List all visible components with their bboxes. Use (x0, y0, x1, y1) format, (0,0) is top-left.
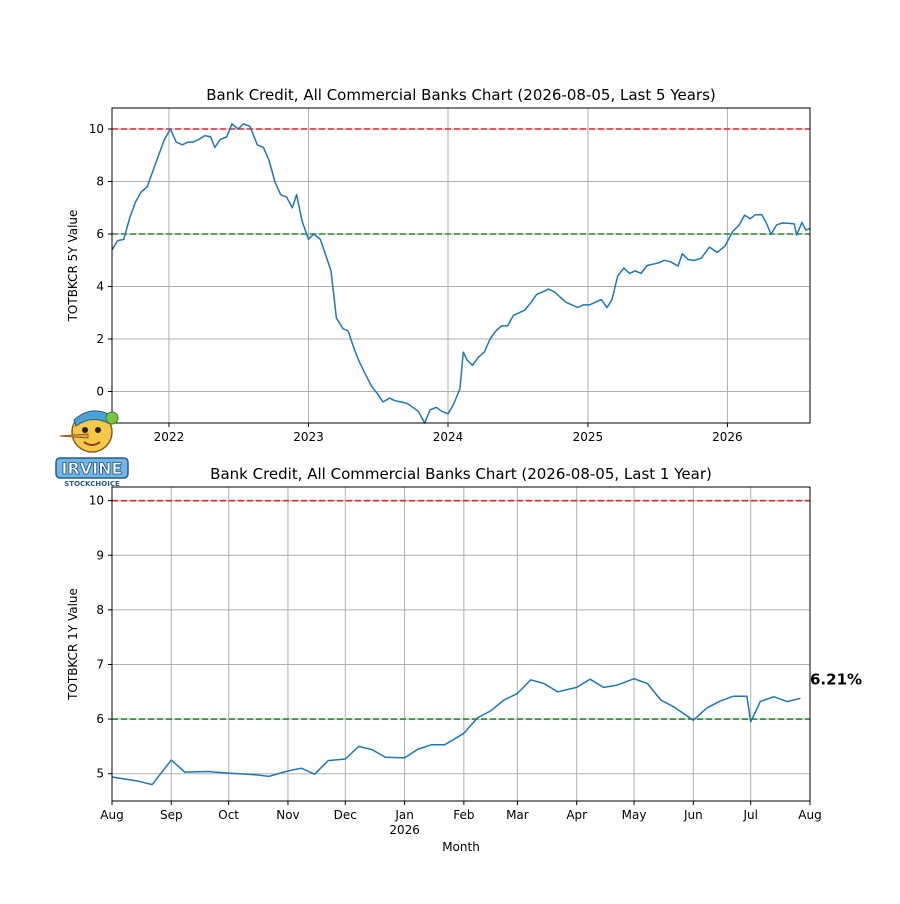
x-tick-label: Mar (506, 808, 529, 822)
y-tick-label: 10 (89, 494, 104, 508)
x-tick-label: Sep (160, 808, 183, 822)
y-tick-label: 7 (96, 657, 104, 671)
x-tick-sublabel: 2026 (389, 823, 420, 837)
y-axis-label: TOTBKCR 5Y Value (66, 210, 80, 323)
x-tick-label: Apr (566, 808, 587, 822)
y-tick-label: 5 (96, 767, 104, 781)
x-axis-label: Month (442, 840, 480, 854)
x-tick-label: Aug (798, 808, 821, 822)
x-tick-label: 2023 (293, 430, 324, 444)
logo-text: IRVINE (62, 459, 123, 478)
x-tick-label: Oct (218, 808, 239, 822)
chart-5y: 0 2 4 6 8 10 2022 2023 2024 2025 2026 Bank Credit, … (66, 86, 811, 444)
y-tick-label: 0 (96, 385, 104, 399)
irvine-stockchoice-logo: IRVINE STOCKCHOICE (55, 410, 129, 488)
x-tick-label: 2024 (433, 430, 464, 444)
x-tick-label: May (622, 808, 647, 822)
x-tick-label: Dec (334, 808, 357, 822)
y-tick-label: 6 (96, 227, 104, 241)
x-tick-label: Aug (100, 808, 123, 822)
series-line (111, 123, 811, 424)
x-tick-label: Feb (453, 808, 474, 822)
y-tick-label: 8 (96, 603, 104, 617)
last-value-annotation: 6.21% (810, 670, 862, 688)
chart-title: Bank Credit, All Commercial Banks Chart … (210, 465, 712, 483)
chart-title: Bank Credit, All Commercial Banks Chart … (206, 86, 716, 104)
y-axis-label: TOTBKCR 1Y Value (66, 588, 80, 701)
x-tick-label: 2026 (712, 430, 743, 444)
x-tick-label: Jul (742, 808, 757, 822)
plot-frame (111, 486, 811, 802)
y-tick-label: 9 (96, 548, 104, 562)
x-tick-label: Jun (683, 808, 703, 822)
x-tick-label: Nov (276, 808, 299, 822)
x-tick-label: 2025 (573, 430, 604, 444)
plot-frame (111, 107, 811, 424)
y-tick-label: 4 (96, 280, 104, 294)
y-tick-label: 8 (96, 175, 104, 189)
x-tick-label: 2022 (154, 430, 185, 444)
y-tick-label: 10 (89, 122, 104, 136)
series-line (111, 677, 801, 786)
y-tick-label: 6 (96, 712, 104, 726)
logo-subtext: STOCKCHOICE (64, 480, 120, 488)
y-tick-label: 2 (96, 332, 104, 346)
x-tick-label: Jan (394, 808, 414, 822)
